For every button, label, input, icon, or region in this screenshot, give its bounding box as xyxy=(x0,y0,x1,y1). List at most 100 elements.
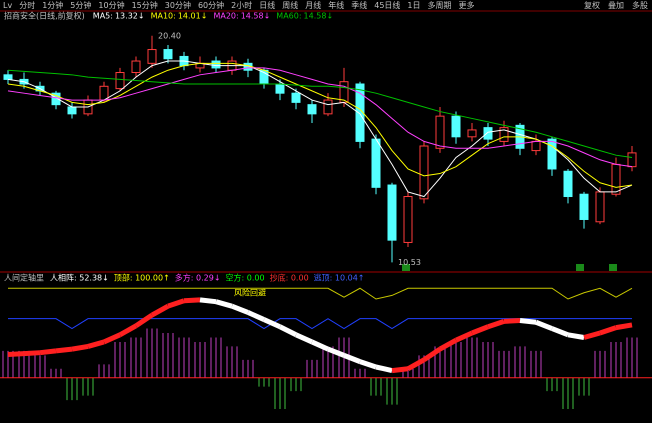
legend-item: 顶部: 100.00↑ xyxy=(114,273,170,283)
candle-body xyxy=(115,72,125,90)
candle-body xyxy=(211,60,221,69)
indicator-segment xyxy=(150,303,170,318)
signal-tag xyxy=(402,264,410,271)
ma-line xyxy=(7,69,633,158)
toolbar-item: 45日线 xyxy=(374,0,400,10)
indicator-segment xyxy=(422,347,442,362)
toolbar-item: 日线 xyxy=(259,0,275,10)
high-label: 20.40 xyxy=(158,31,181,40)
candle-body xyxy=(611,163,621,195)
indicator-segment xyxy=(262,317,282,330)
indicator-segment xyxy=(567,332,585,340)
legend-item: 空方: 0.00 xyxy=(226,273,265,283)
indicator-segment xyxy=(599,325,617,336)
candle-body xyxy=(67,106,77,115)
indicator-segment xyxy=(535,319,553,331)
indicator-segment xyxy=(343,353,361,364)
legend-name: MA20: xyxy=(213,12,238,21)
legend-item: 逃顶: 10.04↑ xyxy=(314,273,365,283)
candle-body xyxy=(163,49,173,60)
indicator-segment xyxy=(215,299,233,309)
indicator-segment xyxy=(246,310,266,322)
toolbar-item: 多周期 xyxy=(428,0,452,10)
indicator-segment xyxy=(438,337,458,352)
indicator-segment xyxy=(375,364,393,374)
toolbar-item: 30分钟 xyxy=(165,0,191,10)
candle-body xyxy=(323,99,333,115)
indicator-line xyxy=(8,318,632,330)
toolbar-item: 15分钟 xyxy=(132,0,158,10)
signal-tag xyxy=(609,264,617,271)
indicator-segment xyxy=(310,339,330,352)
candle-body xyxy=(355,83,365,142)
candle-body xyxy=(3,74,13,80)
indicator-line xyxy=(8,287,633,300)
chart-title: 招商安全(日线,前复权) xyxy=(4,11,85,21)
indicator-segment xyxy=(55,346,73,354)
candle-body xyxy=(627,152,637,168)
indicator-segment xyxy=(359,359,377,370)
candle-body xyxy=(467,129,477,138)
ma-line xyxy=(7,60,633,198)
candle-body xyxy=(579,193,589,220)
toolbar-item: 月线 xyxy=(305,0,321,10)
indicator-segment xyxy=(87,339,105,349)
indicator-segment xyxy=(487,318,505,330)
legend-value: 13.32↓ xyxy=(115,12,145,21)
toolbar-item: 60分钟 xyxy=(198,0,224,10)
candle-body xyxy=(275,83,285,94)
indicator-segment xyxy=(134,313,154,328)
ma-line xyxy=(7,67,633,168)
signal-tag xyxy=(576,264,584,271)
toolbar-item: 年线 xyxy=(328,0,344,10)
annotation: 风险回避 xyxy=(234,288,266,298)
toolbar-item[interactable]: 多股 xyxy=(632,0,648,10)
toolbar-item[interactable]: 复权 xyxy=(584,0,600,10)
candle-body xyxy=(147,49,157,64)
toolbar-item: Lv xyxy=(3,1,12,10)
indicator-segment xyxy=(278,324,298,338)
legend-name: MA60: xyxy=(276,12,301,21)
legend-value: 14.01↓ xyxy=(178,12,208,21)
indicator-segment xyxy=(519,317,537,325)
indicator-segment xyxy=(454,330,474,343)
indicator-segment xyxy=(183,297,201,304)
indicator-segment xyxy=(406,357,426,371)
indicator-segment xyxy=(294,332,314,345)
candle-body xyxy=(451,115,461,138)
candle-body xyxy=(291,92,301,103)
legend-item: 多方: 0.29↓ xyxy=(175,273,221,283)
toolbar-item: 更多 xyxy=(459,0,475,10)
legend-item: 人相阵: 52.38↓ xyxy=(50,273,109,283)
legend-name: MA10: xyxy=(151,12,176,21)
indicator-segment xyxy=(167,298,185,309)
indicator-segment xyxy=(71,343,89,352)
indicator-segment xyxy=(102,332,122,345)
candle-body xyxy=(499,127,509,142)
candle-body xyxy=(403,196,413,243)
toolbar-item: 10分钟 xyxy=(98,0,124,10)
candle-body xyxy=(595,191,605,223)
toolbar-item: 季线 xyxy=(351,0,367,10)
toolbar-item: 分时 xyxy=(19,0,35,10)
indicator-segment xyxy=(39,348,57,356)
legend-value: 14.58↓ xyxy=(304,12,334,21)
toolbar-item: 2小时 xyxy=(231,0,252,10)
indicator-segment xyxy=(471,324,489,336)
candle-body xyxy=(483,127,493,140)
indicator-segment xyxy=(327,346,345,358)
indicator-segment xyxy=(23,350,41,357)
indicator-segment xyxy=(199,297,217,305)
legend-name: MA5: xyxy=(93,12,113,21)
candle-body xyxy=(435,115,445,149)
toolbar-item: 周线 xyxy=(282,0,298,10)
candle-body xyxy=(563,170,573,198)
indicator-segment xyxy=(7,351,25,357)
indicator-segment xyxy=(231,303,249,315)
legend-value: 14.58↓ xyxy=(241,12,271,21)
indicator-segment xyxy=(615,322,633,331)
candle-body xyxy=(307,104,317,115)
toolbar-item[interactable]: 叠加 xyxy=(608,0,624,10)
